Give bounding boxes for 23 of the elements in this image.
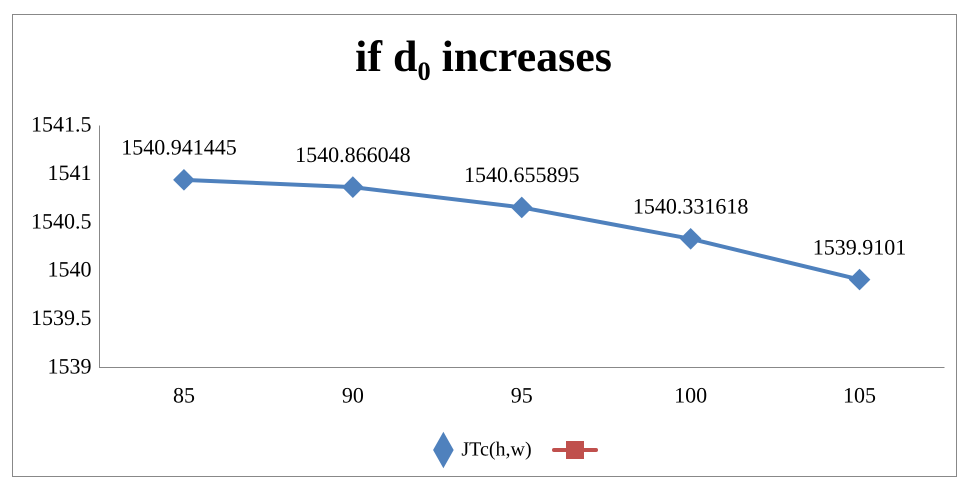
point	[174, 170, 194, 190]
y-tick-label: 1539	[48, 353, 92, 378]
data-label: 1540.866048	[295, 142, 411, 167]
y-tick-label: 1539.5	[31, 305, 92, 330]
data-label: 1540.331618	[632, 194, 748, 219]
y-tick-label: 1540	[48, 256, 92, 282]
y-tick-label: 1541.5	[31, 112, 92, 137]
chart-title: if d₀ increases	[355, 32, 612, 81]
x-tick-label: 90	[342, 382, 364, 408]
point	[342, 177, 363, 198]
y-tick-label: 1541	[48, 160, 92, 185]
point	[680, 228, 701, 249]
x-tick-label: 85	[172, 382, 195, 408]
data-label: 1540.941445	[121, 134, 237, 160]
x-tick-label: 95	[510, 382, 533, 408]
legend-label: JTc(h,w)	[461, 438, 532, 460]
y-tick-label: 1540.5	[31, 208, 92, 234]
x-tick-label: 100	[674, 382, 708, 408]
x-tick-label: 105	[843, 382, 876, 408]
point	[512, 197, 532, 218]
data-label: 1540.655895	[464, 162, 580, 188]
point	[850, 270, 870, 290]
data-label: 1539.9101	[812, 234, 906, 260]
